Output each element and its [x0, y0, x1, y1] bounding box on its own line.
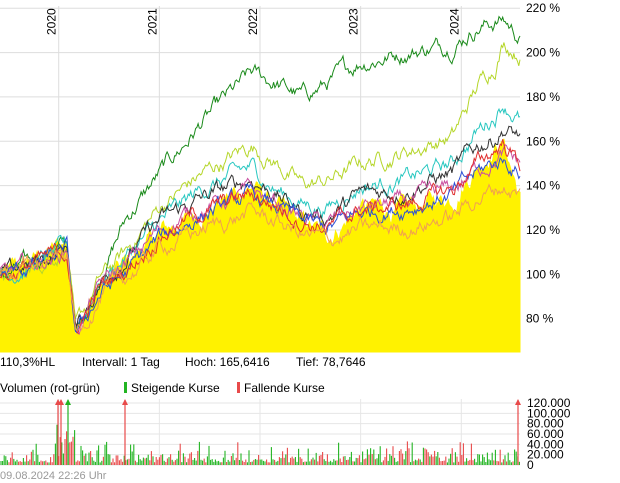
- legend-down-text: Fallende Kurse: [244, 381, 325, 395]
- volume-spike-arrow: [122, 399, 128, 405]
- y-tick-label: 180 %: [526, 90, 560, 104]
- volume-tick-label: 20.000: [527, 448, 564, 462]
- volume-spike-arrow: [58, 399, 64, 405]
- volume-spike-arrow: [65, 399, 71, 405]
- volume-title: Volumen (rot-grün): [0, 381, 101, 395]
- x-tick-label: 2024: [447, 8, 461, 35]
- legend-down-swatch: [237, 382, 240, 393]
- y-axis-ticks: 220 % 200 % 180 % 160 % 140 % 120 % 100 % 80 %: [526, 1, 560, 326]
- y-tick-label: 120 %: [526, 223, 560, 237]
- volume-tick-label: 0: [527, 458, 534, 472]
- legend-down: Fallende Kurse: [237, 381, 325, 395]
- series-line: [0, 125, 521, 327]
- x-axis-ticks: 2020 2021 2022 2023 2024: [45, 8, 462, 35]
- volume-legend: Volumen (rot-grün) Steigende Kurse Falle…: [0, 381, 620, 397]
- volume-tick-label: 120.000: [527, 396, 571, 410]
- x-tick-label: 2022: [246, 8, 260, 35]
- y-tick-label: 220 %: [526, 1, 560, 15]
- legend-up: Steigende Kurse: [124, 381, 220, 395]
- hl-label: 110,3%HL: [0, 355, 56, 369]
- volume-spike-arrows: [55, 399, 521, 465]
- timestamp: 09.08.2024 22:26 Uhr: [0, 470, 107, 482]
- y-tick-label: 160 %: [526, 134, 560, 148]
- y-tick-label: 200 %: [526, 46, 560, 60]
- y-tick-label: 100 %: [526, 267, 560, 281]
- series-line: [0, 144, 521, 336]
- volume-tick-label: 60.000: [527, 427, 564, 441]
- legend-up-swatch: [124, 382, 127, 393]
- series-line: [0, 156, 521, 334]
- main-lines-layer: [0, 15, 521, 336]
- info-bar: 110,3%HL Intervall: 1 Tag Hoch: 165,6416…: [0, 355, 620, 373]
- legend-up-text: Steigende Kurse: [131, 381, 220, 395]
- series-line: [0, 107, 521, 333]
- series-line: [0, 139, 521, 335]
- x-tick-label: 2021: [145, 8, 159, 35]
- volume-bars: [0, 424, 520, 465]
- high-label: Hoch: 165,6416: [185, 355, 270, 369]
- y-tick-label: 140 %: [526, 179, 560, 193]
- volume-tick-label: 40.000: [527, 437, 564, 451]
- volume-tick-label: 100.000: [527, 406, 571, 420]
- low-label: Tief: 78,7646: [296, 355, 366, 369]
- volume-tick-label: 80.000: [527, 417, 564, 431]
- x-tick-label: 2023: [347, 8, 361, 35]
- volume-spike-arrow: [515, 399, 521, 405]
- y-tick-label: 80 %: [526, 312, 554, 326]
- series-line: [0, 183, 521, 332]
- interval-label: Intervall: 1 Tag: [82, 355, 160, 369]
- x-tick-label: 2020: [45, 8, 59, 35]
